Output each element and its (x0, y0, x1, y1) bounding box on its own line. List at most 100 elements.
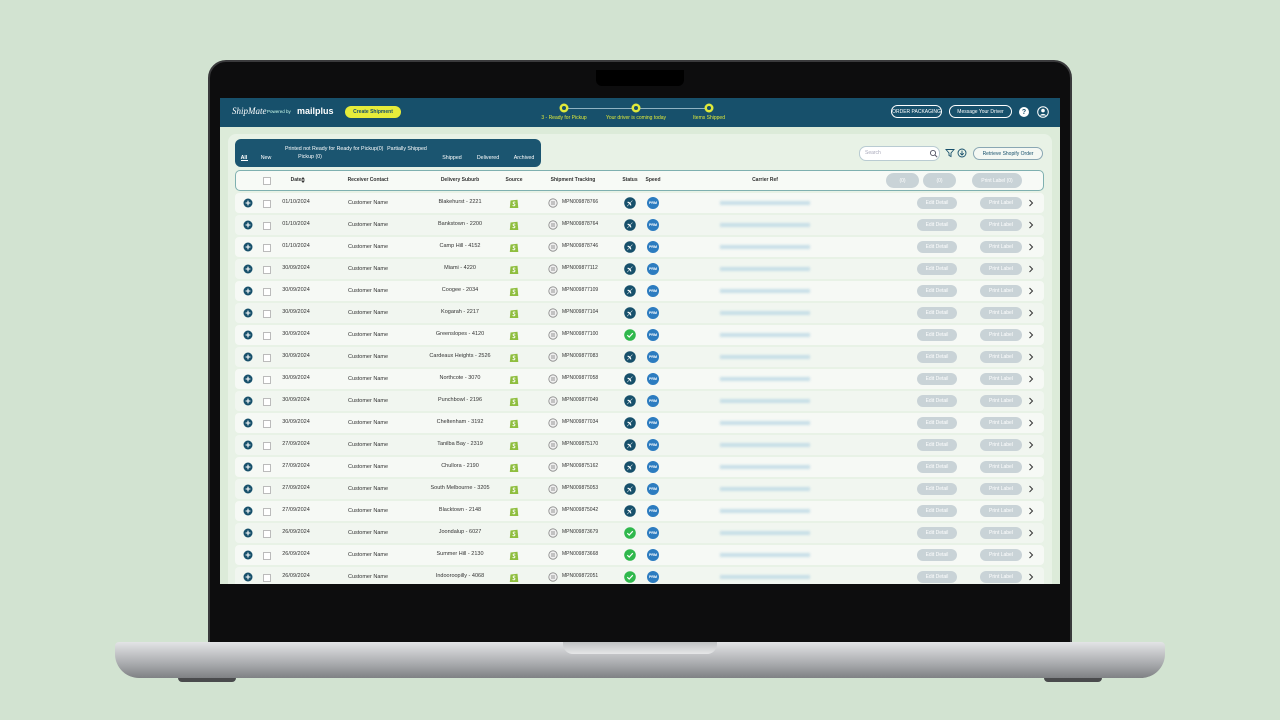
tracking-lines (551, 443, 555, 447)
row-checkbox[interactable] (263, 442, 271, 450)
edit-detail-button[interactable]: Edit Detail (917, 395, 957, 407)
edit-detail-button[interactable]: Edit Detail (917, 373, 957, 385)
print-label-button[interactable]: Print Label (980, 549, 1022, 561)
tab[interactable]: Ready for Pickup(0) (336, 146, 384, 152)
row-checkbox[interactable] (263, 200, 271, 208)
row-checkbox[interactable] (263, 354, 271, 362)
print-label-button[interactable]: Print Label (980, 351, 1022, 363)
create-shipment-button[interactable]: Create Shipment (345, 106, 401, 118)
expand-icon (243, 374, 253, 384)
speed-badge: PRM (647, 197, 659, 209)
status-plane (627, 310, 633, 317)
edit-detail-button[interactable]: Edit Detail (917, 461, 957, 473)
edit-detail-button[interactable]: Edit Detail (917, 329, 957, 341)
print-label-button[interactable]: Print Label (980, 329, 1022, 341)
date: 01/10/2024 (282, 221, 310, 227)
retrieve-shopify-button[interactable]: Retrieve Shopify Order (973, 147, 1043, 160)
order-packaging-button[interactable]: ORDER PACKAGING (891, 105, 942, 118)
tab[interactable]: New (260, 155, 272, 161)
expand-icon (243, 462, 253, 472)
print-label-button[interactable]: Print Label (980, 571, 1022, 583)
print-label-button[interactable]: Print Label (980, 373, 1022, 385)
print-label-button[interactable]: Print Label (980, 307, 1022, 319)
edit-detail-button[interactable]: Edit Detail (917, 417, 957, 429)
download-icon[interactable] (957, 148, 967, 158)
help-button[interactable]: ? (1019, 107, 1029, 117)
print-label-button[interactable]: Print Label (980, 197, 1022, 209)
message-driver-button[interactable]: Message Your Driver (949, 105, 1012, 118)
print-label-button[interactable]: Print Label (980, 483, 1022, 495)
edit-detail-button[interactable]: Edit Detail (917, 439, 957, 451)
row-checkbox[interactable] (263, 486, 271, 494)
edit-detail-button[interactable]: Edit Detail (917, 571, 957, 583)
row-checkbox[interactable] (263, 376, 271, 384)
edit-detail-button[interactable]: Edit Detail (917, 527, 957, 539)
header-button[interactable]: (0) (886, 173, 919, 188)
speed-badge: PRM (647, 373, 659, 385)
print-label-button[interactable]: Print Label (980, 417, 1022, 429)
print-label-button[interactable]: Print Label (980, 461, 1022, 473)
edit-detail-button[interactable]: Edit Detail (917, 197, 957, 209)
edit-detail-button[interactable]: Edit Detail (917, 219, 957, 231)
tab[interactable]: Delivered (476, 155, 500, 161)
edit-detail-button[interactable]: Edit Detail (917, 483, 957, 495)
shopify-s (512, 443, 516, 449)
expand-icon (243, 220, 253, 230)
print-label-button[interactable]: Print Label (980, 263, 1022, 275)
tab[interactable]: Archived (513, 155, 535, 161)
tab[interactable]: Shipped (442, 155, 462, 161)
tracking-number: MPN009878746 (562, 243, 599, 249)
edit-detail-button[interactable]: Edit Detail (917, 307, 957, 319)
expand-icon (243, 198, 253, 208)
row-checkbox[interactable] (263, 310, 271, 318)
edit-detail-button[interactable]: Edit Detail (917, 351, 957, 363)
row-checkbox[interactable] (263, 574, 271, 582)
row-checkbox[interactable] (263, 552, 271, 560)
row-checkbox[interactable] (263, 530, 271, 538)
filter-icon[interactable] (945, 148, 955, 158)
print-label-button[interactable]: Print Label (980, 241, 1022, 253)
shopify-icon (509, 419, 519, 428)
row-checkbox[interactable] (263, 288, 271, 296)
print-label-button[interactable]: Print Label (980, 219, 1022, 231)
column-header: Speed (645, 177, 661, 183)
edit-detail-button[interactable]: Edit Detail (917, 263, 957, 275)
row-checkbox[interactable] (263, 266, 271, 274)
header-button[interactable]: Print Label (0) (972, 173, 1022, 188)
row-checkbox[interactable] (263, 420, 271, 428)
row-checkbox[interactable] (263, 464, 271, 472)
print-label-button[interactable]: Print Label (980, 505, 1022, 517)
date: 30/09/2024 (282, 419, 310, 425)
expand-plus (245, 310, 251, 316)
tracking-icon (548, 330, 558, 340)
print-label-button[interactable]: Print Label (980, 285, 1022, 297)
edit-detail-button[interactable]: Edit Detail (917, 241, 957, 253)
row-checkbox[interactable] (263, 508, 271, 516)
print-label-button[interactable]: Print Label (980, 395, 1022, 407)
status-in-transit (624, 351, 636, 363)
row-checkbox[interactable] (263, 398, 271, 406)
row-checkbox[interactable] (263, 244, 271, 252)
status-in-transit (624, 395, 636, 407)
edit-detail-button[interactable]: Edit Detail (917, 285, 957, 297)
status-in-transit (624, 307, 636, 319)
row-checkbox[interactable] (263, 332, 271, 340)
edit-detail-button[interactable]: Edit Detail (917, 549, 957, 561)
edit-detail-button[interactable]: Edit Detail (917, 505, 957, 517)
carrier-ref-blurred (720, 355, 810, 359)
row-checkbox[interactable] (263, 222, 271, 230)
header-checkbox[interactable] (263, 177, 271, 185)
search-box[interactable] (859, 146, 940, 161)
tab[interactable]: All (240, 155, 248, 161)
tab[interactable]: Printed not Ready for Pickup (0) (284, 146, 336, 160)
shopify-icon (509, 221, 519, 230)
print-label-button[interactable]: Print Label (980, 527, 1022, 539)
print-label-button[interactable]: Print Label (980, 439, 1022, 451)
tracking-lines (551, 223, 555, 227)
table-row (235, 193, 1044, 213)
table-row (235, 281, 1044, 301)
tab[interactable]: Partially Shipped (387, 146, 427, 152)
header-button[interactable]: (0) (923, 173, 956, 188)
user-icon[interactable] (1037, 106, 1049, 118)
carrier-ref-blurred (720, 531, 810, 535)
